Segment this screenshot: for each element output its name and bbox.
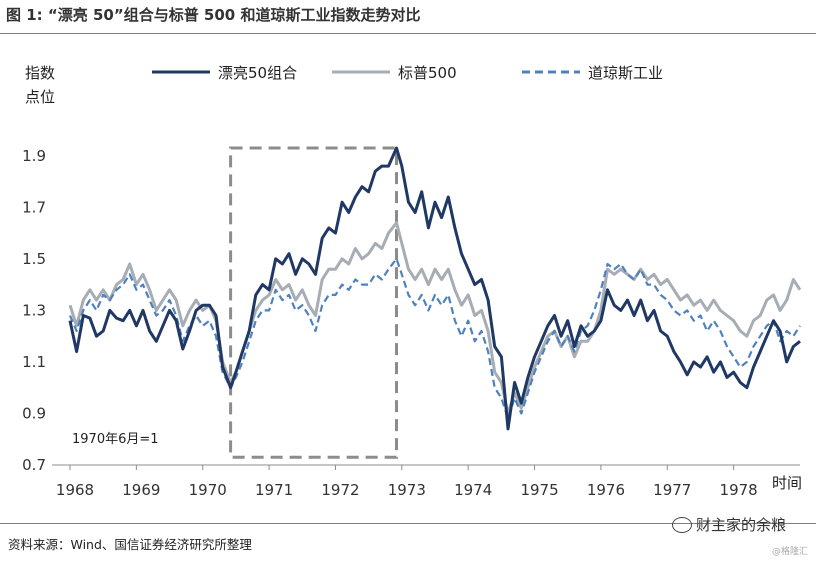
legend-label: 漂亮50组合 [218,64,297,82]
x-tick-label: 1975 [520,481,558,499]
y-tick-label: 1.5 [22,250,46,268]
highlight-box [229,146,399,459]
x-axis-label: 时间 [772,474,802,492]
y-tick-label: 0.9 [22,404,46,422]
y-axis-label-line: 点位 [25,88,55,106]
watermark-text: 财主家的余粮 [695,516,786,534]
y-axis-label-line: 指数 [25,64,55,82]
footer-rule [0,523,816,524]
series-line [68,146,801,431]
y-tick-label: 1.3 [22,301,46,319]
x-tick-label: 1971 [255,481,293,499]
x-tick-label: 1968 [56,481,94,499]
y-tick-label: 0.7 [22,456,46,474]
base-annotation: 1970年6月=1 [72,432,159,447]
series-lines [68,146,802,431]
x-tick-label: 1974 [454,481,492,499]
x-axis-ticks: 1968 1969 1970 1971 1972 1973 1974 1975 1976 1977… [56,465,758,499]
legend-label: 标普500 [398,64,457,82]
x-tick-label: 1978 [720,481,758,499]
x-tick-label: 1970 [189,481,227,499]
y-axis-ticks: 0.7 0.9 1.1 1.3 1.5 1.7 1.9 [22,147,46,474]
legend: 漂亮50组合 标普500 道琼斯工业 [152,64,663,82]
watermark-small: @格隆汇 [771,547,808,557]
x-tick-label: 1976 [587,481,625,499]
x-tick-label: 1969 [122,481,160,499]
y-tick-label: 1.1 [22,353,46,371]
watermark: 财主家的余粮 [671,514,786,535]
x-tick-label: 1972 [321,481,359,499]
series-line [68,221,802,415]
x-tick-label: 1977 [653,481,691,499]
legend-label: 道琼斯工业 [588,64,663,82]
figure-title: 图 1: “漂亮 50”组合与标普 500 和道琼斯工业指数走势对比 [6,6,421,24]
title-rule [0,33,816,34]
y-tick-label: 1.9 [22,147,46,165]
wechat-icon [671,516,692,533]
x-tick-label: 1973 [388,481,426,499]
y-tick-label: 1.7 [22,198,46,216]
source-note: 资料来源：Wind、国信证券经济研究所整理 [8,537,252,552]
